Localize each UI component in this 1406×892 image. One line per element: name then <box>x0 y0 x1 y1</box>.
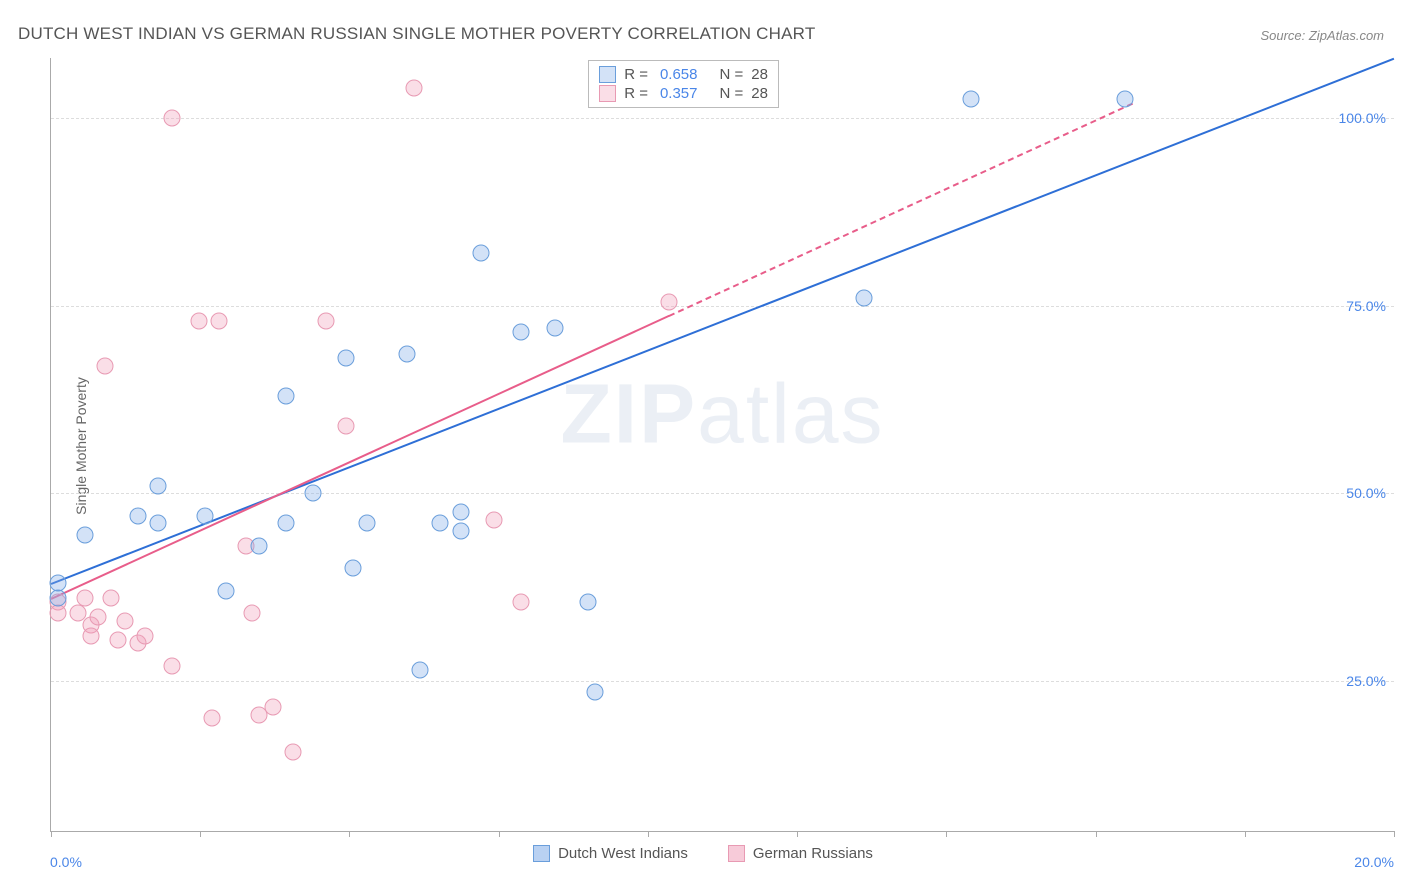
data-point <box>580 594 597 611</box>
data-point <box>137 627 154 644</box>
data-point <box>163 110 180 127</box>
data-point <box>660 293 677 310</box>
y-tick-label: 75.0% <box>1346 298 1386 314</box>
data-point <box>103 590 120 607</box>
data-point <box>83 627 100 644</box>
data-point <box>472 245 489 262</box>
legend-swatch-2 <box>728 845 745 862</box>
data-point <box>452 522 469 539</box>
data-point <box>398 346 415 363</box>
gridline <box>51 493 1394 494</box>
data-point <box>358 515 375 532</box>
legend-swatch-1 <box>533 845 550 862</box>
data-point <box>197 507 214 524</box>
scatter-plot-area: ZIPatlas R = 0.658 N = 28 R = 0.357 N = … <box>50 58 1394 832</box>
series-legend: Dutch West Indians German Russians <box>0 845 1406 862</box>
data-point <box>962 91 979 108</box>
x-tick <box>349 831 350 837</box>
correlation-legend: R = 0.658 N = 28 R = 0.357 N = 28 <box>588 60 779 108</box>
data-point <box>278 515 295 532</box>
legend-row-series-1: R = 0.658 N = 28 <box>599 65 768 84</box>
data-point <box>345 560 362 577</box>
data-point <box>284 744 301 761</box>
data-point <box>486 511 503 528</box>
n-label-2: N = <box>720 85 744 102</box>
data-point <box>217 582 234 599</box>
data-point <box>338 350 355 367</box>
data-point <box>49 590 66 607</box>
data-point <box>244 605 261 622</box>
data-point <box>1117 91 1134 108</box>
n-label-1: N = <box>720 66 744 83</box>
data-point <box>76 526 93 543</box>
x-tick <box>200 831 201 837</box>
data-point <box>264 699 281 716</box>
data-point <box>405 80 422 97</box>
data-point <box>513 594 530 611</box>
data-point <box>190 312 207 329</box>
data-point <box>855 290 872 307</box>
chart-title: DUTCH WEST INDIAN VS GERMAN RUSSIAN SING… <box>18 24 815 44</box>
x-tick <box>1394 831 1395 837</box>
data-point <box>90 609 107 626</box>
data-point <box>452 504 469 521</box>
data-point <box>130 507 147 524</box>
legend-label-2: German Russians <box>753 845 873 862</box>
legend-entry-1: Dutch West Indians <box>533 845 688 862</box>
n-value-1: 28 <box>751 66 768 83</box>
n-value-2: 28 <box>751 85 768 102</box>
r-value-1: 0.658 <box>660 66 698 83</box>
data-point <box>49 605 66 622</box>
data-point <box>116 612 133 629</box>
gridline <box>51 118 1394 119</box>
data-point <box>251 537 268 554</box>
data-point <box>338 417 355 434</box>
trend-line <box>668 103 1132 317</box>
data-point <box>204 710 221 727</box>
watermark: ZIPatlas <box>560 365 884 462</box>
data-point <box>110 631 127 648</box>
x-tick <box>946 831 947 837</box>
x-tick <box>1096 831 1097 837</box>
legend-row-series-2: R = 0.357 N = 28 <box>599 84 768 103</box>
swatch-series-2 <box>599 85 616 102</box>
data-point <box>163 657 180 674</box>
data-point <box>412 661 429 678</box>
x-tick <box>797 831 798 837</box>
source-attribution: Source: ZipAtlas.com <box>1260 28 1384 43</box>
x-tick <box>499 831 500 837</box>
gridline <box>51 306 1394 307</box>
data-point <box>586 684 603 701</box>
y-tick-label: 25.0% <box>1346 673 1386 689</box>
legend-entry-2: German Russians <box>728 845 873 862</box>
r-value-2: 0.357 <box>660 85 698 102</box>
data-point <box>210 312 227 329</box>
x-tick <box>648 831 649 837</box>
data-point <box>304 485 321 502</box>
r-label-1: R = <box>624 66 648 83</box>
trend-line <box>51 315 670 600</box>
data-point <box>49 575 66 592</box>
y-tick-label: 100.0% <box>1339 110 1386 126</box>
y-tick-label: 50.0% <box>1346 485 1386 501</box>
data-point <box>76 590 93 607</box>
watermark-zip: ZIP <box>560 366 697 460</box>
data-point <box>546 320 563 337</box>
data-point <box>318 312 335 329</box>
data-point <box>96 357 113 374</box>
data-point <box>432 515 449 532</box>
watermark-atlas: atlas <box>697 366 884 460</box>
swatch-series-1 <box>599 66 616 83</box>
r-label-2: R = <box>624 85 648 102</box>
data-point <box>278 387 295 404</box>
x-tick <box>51 831 52 837</box>
gridline <box>51 681 1394 682</box>
data-point <box>150 515 167 532</box>
data-point <box>150 477 167 494</box>
data-point <box>513 323 530 340</box>
legend-label-1: Dutch West Indians <box>558 845 688 862</box>
x-tick <box>1245 831 1246 837</box>
